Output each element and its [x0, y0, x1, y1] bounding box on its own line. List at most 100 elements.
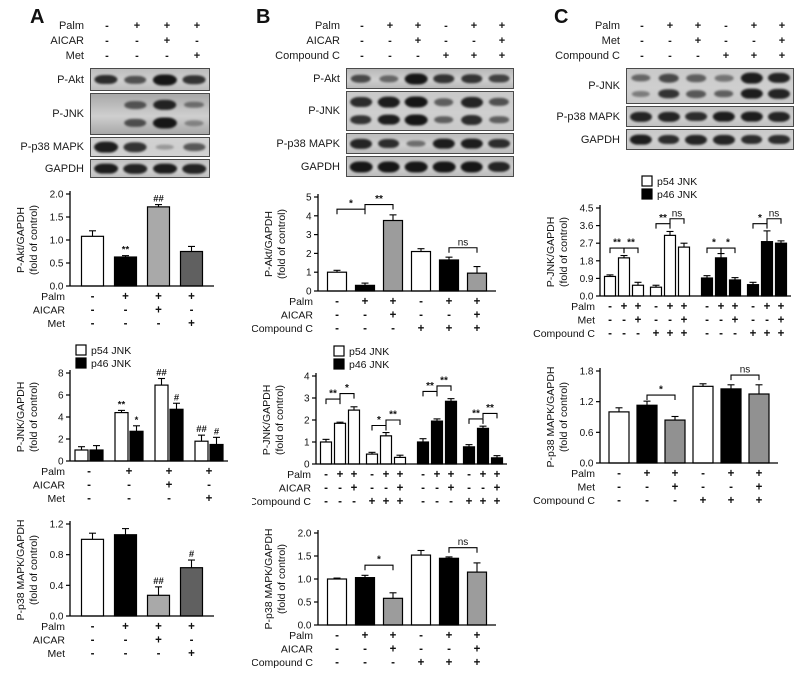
significance-annotation: ##: [196, 424, 207, 435]
protein-band: [768, 111, 791, 122]
blot-image: [346, 91, 514, 131]
x-table-symbol: -: [421, 469, 425, 481]
treatment-symbol: -: [724, 34, 728, 47]
x-table-symbol: +: [681, 315, 688, 327]
x-table-symbol: -: [363, 310, 367, 322]
chart-B-pJNK: ** * * ** ** ** ** ** 0 1 2 3 4 P-JNK/GAPDH (fold of c…: [249, 344, 520, 519]
x-table-label: Met: [577, 315, 595, 327]
y-tick-label: 0: [304, 460, 310, 471]
x-table-symbol: -: [668, 315, 672, 327]
chart-stack: ** ## 0.0 0.5 1.0 1.5 2.0 P-Akt/GAPDH (fold of c…: [8, 180, 246, 667]
significance-bracket: [655, 223, 671, 229]
protein-band: [712, 111, 736, 122]
x-table-symbol: +: [672, 482, 679, 494]
x-table-symbol: -: [124, 318, 128, 330]
protein-band: [152, 74, 177, 85]
x-table-symbol: +: [778, 328, 785, 340]
y-tick-label: 0.6: [580, 428, 594, 439]
blot-image: [90, 159, 210, 178]
protein-band: [183, 143, 205, 151]
treatment-symbols: - - - + + +: [348, 50, 516, 62]
blot-image: [346, 133, 514, 154]
x-table-symbol: -: [127, 493, 131, 505]
y-axis-label: P-p38 MAPK/GAPDH: [263, 529, 275, 630]
x-table-symbol: -: [324, 496, 328, 508]
y-tick-label: 2.0: [50, 190, 64, 201]
protein-band: [182, 163, 207, 174]
x-table-symbol: -: [124, 305, 128, 317]
x-table-symbol: +: [390, 296, 397, 308]
treatment-row: Palm - + + +: [8, 18, 246, 33]
bar: [714, 257, 728, 297]
treatment-symbol: -: [752, 34, 756, 47]
x-table-symbol: +: [667, 328, 674, 340]
bar: [410, 250, 432, 292]
treatment-symbol: -: [640, 49, 644, 62]
treatment-symbol: -: [360, 19, 364, 32]
treatment-symbols: - - + -: [92, 35, 212, 47]
x-table-symbol: -: [608, 328, 612, 340]
x-table-symbol: -: [167, 493, 171, 505]
y-tick-label: 3: [306, 230, 312, 241]
x-table-symbol: +: [635, 301, 642, 313]
x-table-symbol: -: [419, 296, 423, 308]
treatment-symbol: -: [668, 49, 672, 62]
treatment-symbol: +: [750, 49, 758, 62]
chart-stack: * ** ns 0 1 2 3 4 5 P-Akt/GAPDH (fold of control) P…: [249, 179, 520, 674]
blot-stack: P-Akt P-JNK P-p38 MAPK GAPDH: [8, 68, 246, 178]
x-table-symbol: -: [335, 296, 339, 308]
x-table-symbol: +: [474, 630, 481, 642]
x-table-symbol: +: [351, 469, 358, 481]
significance-annotation: ##: [153, 576, 164, 587]
protein-band: [740, 134, 763, 145]
y-tick-label: 4: [58, 413, 64, 424]
x-table-symbol: -: [335, 323, 339, 335]
bar: [692, 385, 714, 464]
x-table-symbol: -: [419, 630, 423, 642]
x-table-label: AICAR: [279, 483, 312, 495]
protein-band: [404, 161, 428, 172]
x-table-symbol: +: [474, 296, 481, 308]
treatment-symbol: +: [666, 19, 674, 32]
x-table-symbol: +: [756, 482, 763, 494]
x-table-symbol: +: [188, 648, 195, 660]
significance-bracket: [422, 390, 438, 397]
x-table-symbol: +: [681, 328, 688, 340]
x-table-symbol: +: [206, 493, 213, 505]
x-table-symbol: +: [732, 315, 739, 327]
x-table-label: Palm: [571, 301, 595, 313]
blot-row: P-p38 MAPK: [8, 137, 246, 157]
x-table-symbol: -: [435, 496, 439, 508]
chart-B-p38: * ns 0.0 0.5 1.0 1.5 2.0 P-p38 MAPK/GAPDH (fold …: [251, 519, 520, 674]
bracket-label: ns: [740, 365, 751, 376]
protein-band: [489, 98, 510, 107]
treatment-symbol: +: [193, 19, 201, 32]
x-table-symbol: -: [190, 305, 194, 317]
treatment-symbol: +: [133, 19, 141, 32]
bracket-label: **: [659, 213, 667, 224]
bracket-label: ns: [458, 537, 469, 548]
x-table-symbol: -: [449, 496, 453, 508]
protein-band: [184, 101, 205, 109]
bar: [416, 441, 430, 465]
bar: [700, 277, 714, 297]
x-table-symbol: -: [608, 315, 612, 327]
bar: [462, 446, 476, 465]
x-table-symbol: +: [778, 301, 785, 313]
treatment-symbols: - + + - + +: [628, 20, 796, 32]
x-table-symbol: +: [494, 469, 501, 481]
treatment-symbol: -: [135, 34, 139, 47]
panel-A: A Palm - + + + AICAR - - + - Met - - - + P-Akt P-JNK P-p…: [8, 6, 246, 667]
treatment-symbol: -: [696, 49, 700, 62]
treatment-symbols: - + + +: [92, 20, 212, 32]
y-tick-label: 4: [306, 211, 312, 222]
protein-band: [460, 138, 483, 149]
x-table-symbol: +: [644, 468, 651, 480]
bar: [179, 250, 204, 287]
blot-row: P-JNK: [252, 91, 520, 131]
legend-swatch: [333, 345, 345, 357]
treatment-symbol: -: [135, 49, 139, 62]
treatment-symbol: -: [724, 19, 728, 32]
x-table-label: Met: [47, 318, 65, 330]
